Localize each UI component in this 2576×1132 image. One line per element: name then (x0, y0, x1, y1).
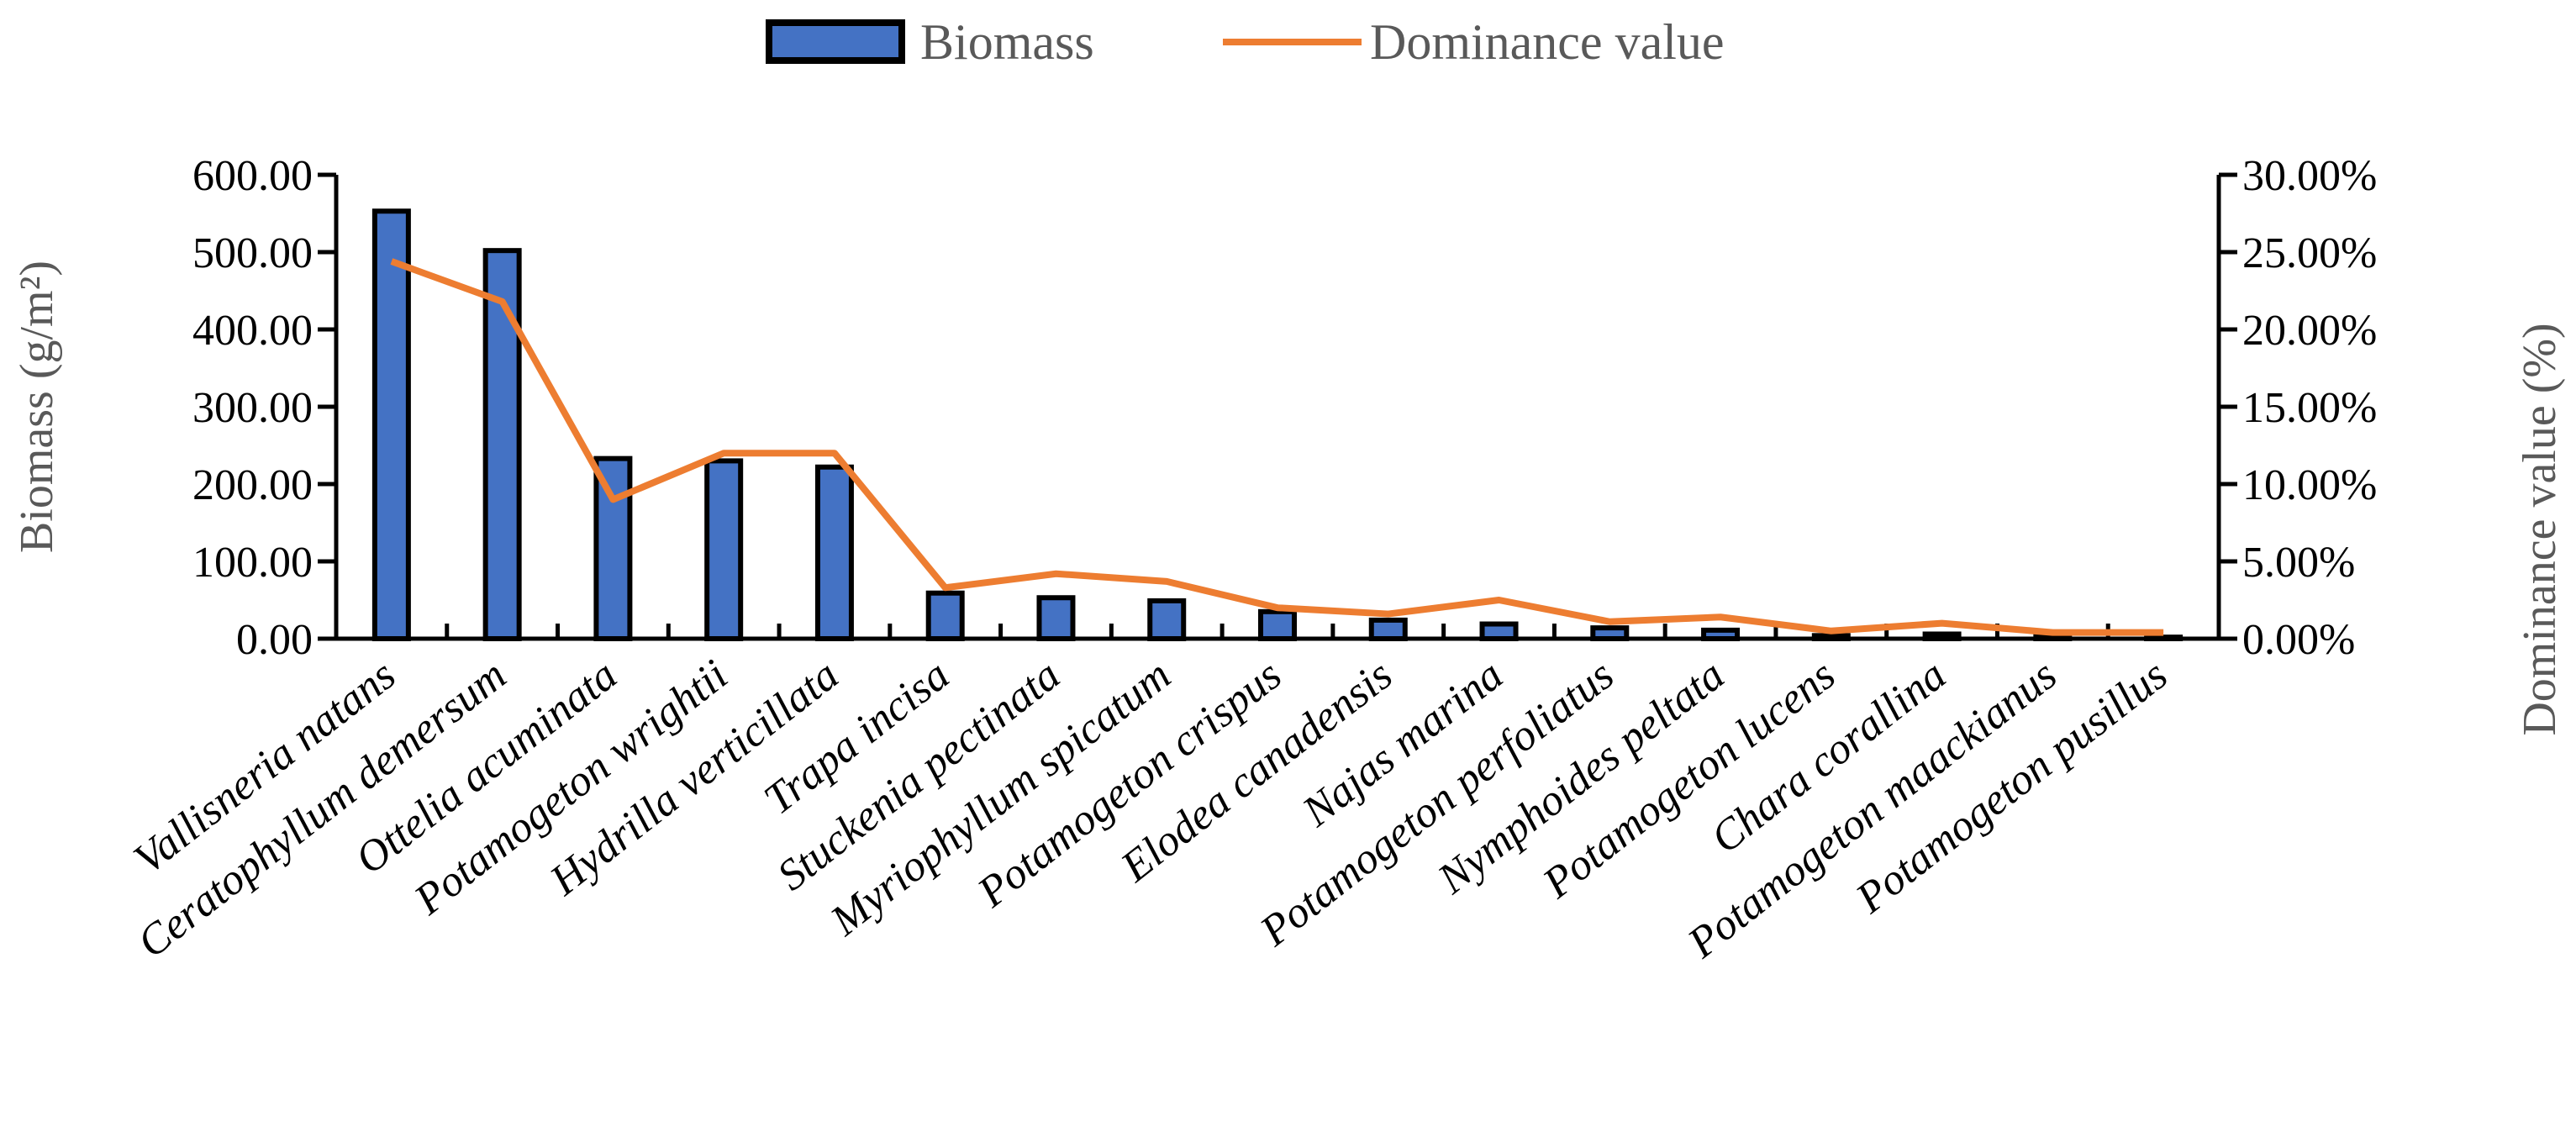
legend-swatch-biomass (766, 19, 905, 64)
left-tick-label: 200.00 (192, 461, 313, 509)
bar-biomass (704, 458, 744, 642)
bar-biomass (2144, 634, 2184, 641)
legend: Biomass Dominance value (766, 14, 1725, 70)
left-axis-title: Biomass (g/m²) (11, 261, 63, 553)
right-tick-label: 20.00% (2242, 307, 2377, 355)
right-ticks: 0.00% 5.00% 10.00% 15.00% 20.00% 25.00% 30.00% (2219, 152, 2377, 664)
bar-biomass (1701, 627, 1741, 642)
right-tick-label: 0.00% (2242, 616, 2355, 664)
left-ticks: 0.00 100.00 200.00 300.00 400.00 500.00 600.00 (192, 152, 336, 664)
bar-biomass (1147, 598, 1187, 641)
left-tick-label: 600.00 (192, 152, 313, 200)
bar-biomass (1036, 595, 1076, 641)
right-tick-label: 30.00% (2242, 152, 2377, 200)
bar-biomass (1811, 633, 1851, 642)
bar-biomass (593, 455, 633, 642)
bar-biomass (1590, 625, 1630, 641)
bar-biomass (1922, 631, 1962, 641)
bar-biomass (814, 464, 854, 642)
line-dominance (390, 258, 2164, 636)
left-tick-label: 500.00 (192, 229, 313, 277)
bar-biomass (925, 590, 965, 641)
right-tick-label: 5.00% (2242, 539, 2355, 587)
legend-label-dominance: Dominance value (1370, 14, 1725, 70)
bars-biomass (371, 208, 2184, 642)
left-tick-label: 400.00 (192, 307, 313, 355)
bar-biomass (1368, 617, 1408, 641)
bar-biomass (1479, 621, 1519, 642)
left-tick-label: 300.00 (192, 384, 313, 432)
right-tick-label: 15.00% (2242, 384, 2377, 432)
legend-label-biomass: Biomass (920, 14, 1094, 70)
left-tick-label: 100.00 (192, 539, 313, 587)
right-axis-title: Dominance value (%) (2514, 323, 2566, 735)
right-tick-label: 10.00% (2242, 461, 2377, 509)
bar-biomass (482, 248, 522, 641)
right-tick-label: 25.00% (2242, 229, 2377, 277)
bar-biomass (1258, 608, 1297, 641)
bar-biomass (2033, 634, 2073, 641)
left-tick-label: 0.00 (236, 616, 313, 664)
bar-biomass (371, 208, 411, 642)
